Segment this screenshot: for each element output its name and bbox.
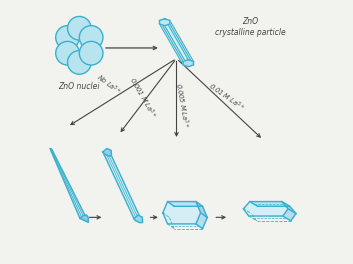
Text: 0.005 M La$^{3+}$: 0.005 M La$^{3+}$ [172, 82, 191, 129]
Polygon shape [250, 202, 290, 206]
Text: ZnO
crystalline particle: ZnO crystalline particle [215, 17, 286, 37]
Circle shape [79, 41, 103, 65]
Text: 0.01 M La$^{3+}$: 0.01 M La$^{3+}$ [206, 81, 247, 115]
Polygon shape [160, 21, 193, 65]
Polygon shape [196, 202, 207, 218]
Circle shape [67, 51, 91, 74]
Circle shape [56, 26, 79, 49]
Polygon shape [103, 152, 143, 223]
Polygon shape [196, 213, 207, 229]
Polygon shape [283, 209, 296, 221]
Polygon shape [244, 202, 288, 216]
Circle shape [67, 16, 91, 40]
Text: ZnO nuclei: ZnO nuclei [59, 82, 100, 91]
Polygon shape [163, 202, 201, 224]
Polygon shape [168, 202, 203, 206]
Polygon shape [103, 149, 112, 156]
Circle shape [79, 26, 103, 49]
Polygon shape [80, 215, 89, 222]
Polygon shape [50, 148, 89, 222]
Polygon shape [183, 60, 193, 67]
Polygon shape [134, 215, 143, 223]
Polygon shape [282, 202, 296, 214]
Text: 0.001 M La$^{3+}$: 0.001 M La$^{3+}$ [126, 75, 159, 121]
Polygon shape [160, 19, 170, 26]
Circle shape [56, 41, 79, 65]
Text: No La$^{3+}$: No La$^{3+}$ [94, 72, 123, 98]
